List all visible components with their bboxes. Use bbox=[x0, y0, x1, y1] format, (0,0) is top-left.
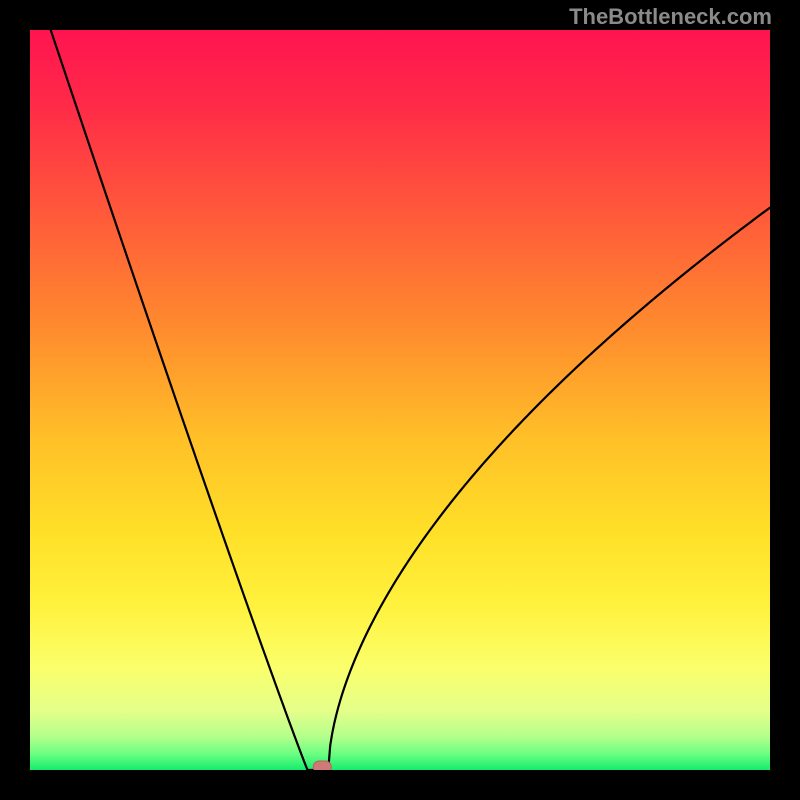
min-point-marker bbox=[313, 761, 331, 770]
curve-layer bbox=[30, 30, 770, 770]
chart-root: TheBottleneck.com bbox=[0, 0, 800, 800]
plot-area bbox=[30, 30, 770, 770]
bottleneck-curve bbox=[51, 30, 770, 770]
watermark-text: TheBottleneck.com bbox=[569, 4, 772, 30]
